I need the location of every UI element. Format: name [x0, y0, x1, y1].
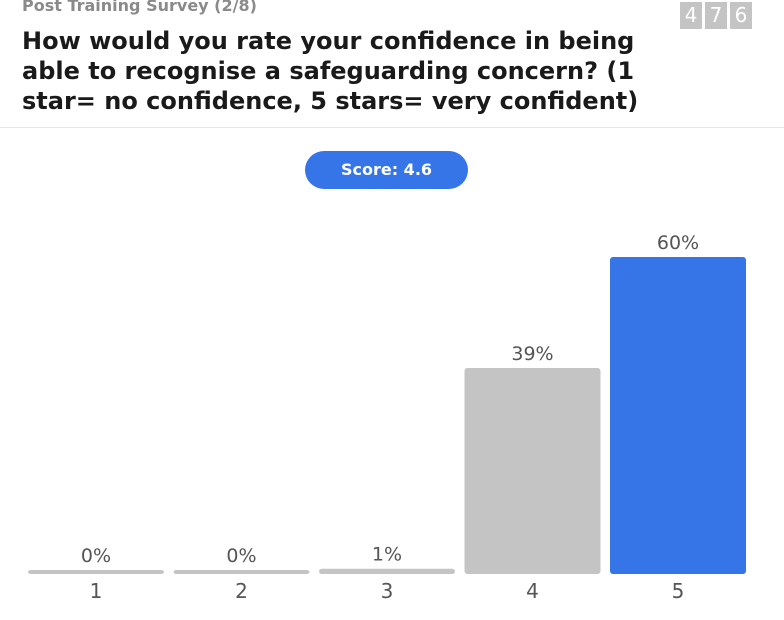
counter-digit: 6 — [730, 2, 752, 29]
bar-value-label: 0% — [226, 545, 256, 567]
bar-2 — [173, 570, 310, 574]
bar-value-label: 1% — [372, 544, 402, 566]
bar-1 — [28, 570, 164, 574]
counter-digit: 4 — [680, 2, 702, 29]
x-tick-label: 4 — [526, 579, 539, 603]
x-tick-label: 3 — [381, 579, 394, 603]
x-tick-label: 2 — [235, 579, 248, 603]
bar-3 — [319, 568, 455, 574]
bar-5 — [610, 257, 746, 574]
x-tick-label: 1 — [90, 579, 103, 603]
header-divider — [0, 127, 784, 128]
question-title: How would you rate your confidence in be… — [22, 27, 639, 115]
bar-value-label: 60% — [657, 232, 699, 254]
bar-value-label: 39% — [511, 343, 553, 365]
response-counter: 4 7 6 — [680, 2, 752, 29]
bar-value-label: 0% — [81, 545, 111, 567]
survey-subtitle: Post Training Survey (2/8) — [22, 0, 257, 15]
score-badge: Score: 4.6 — [305, 151, 468, 189]
counter-digit: 7 — [705, 2, 727, 29]
bar-4 — [464, 367, 601, 574]
x-tick-label: 5 — [672, 579, 685, 603]
